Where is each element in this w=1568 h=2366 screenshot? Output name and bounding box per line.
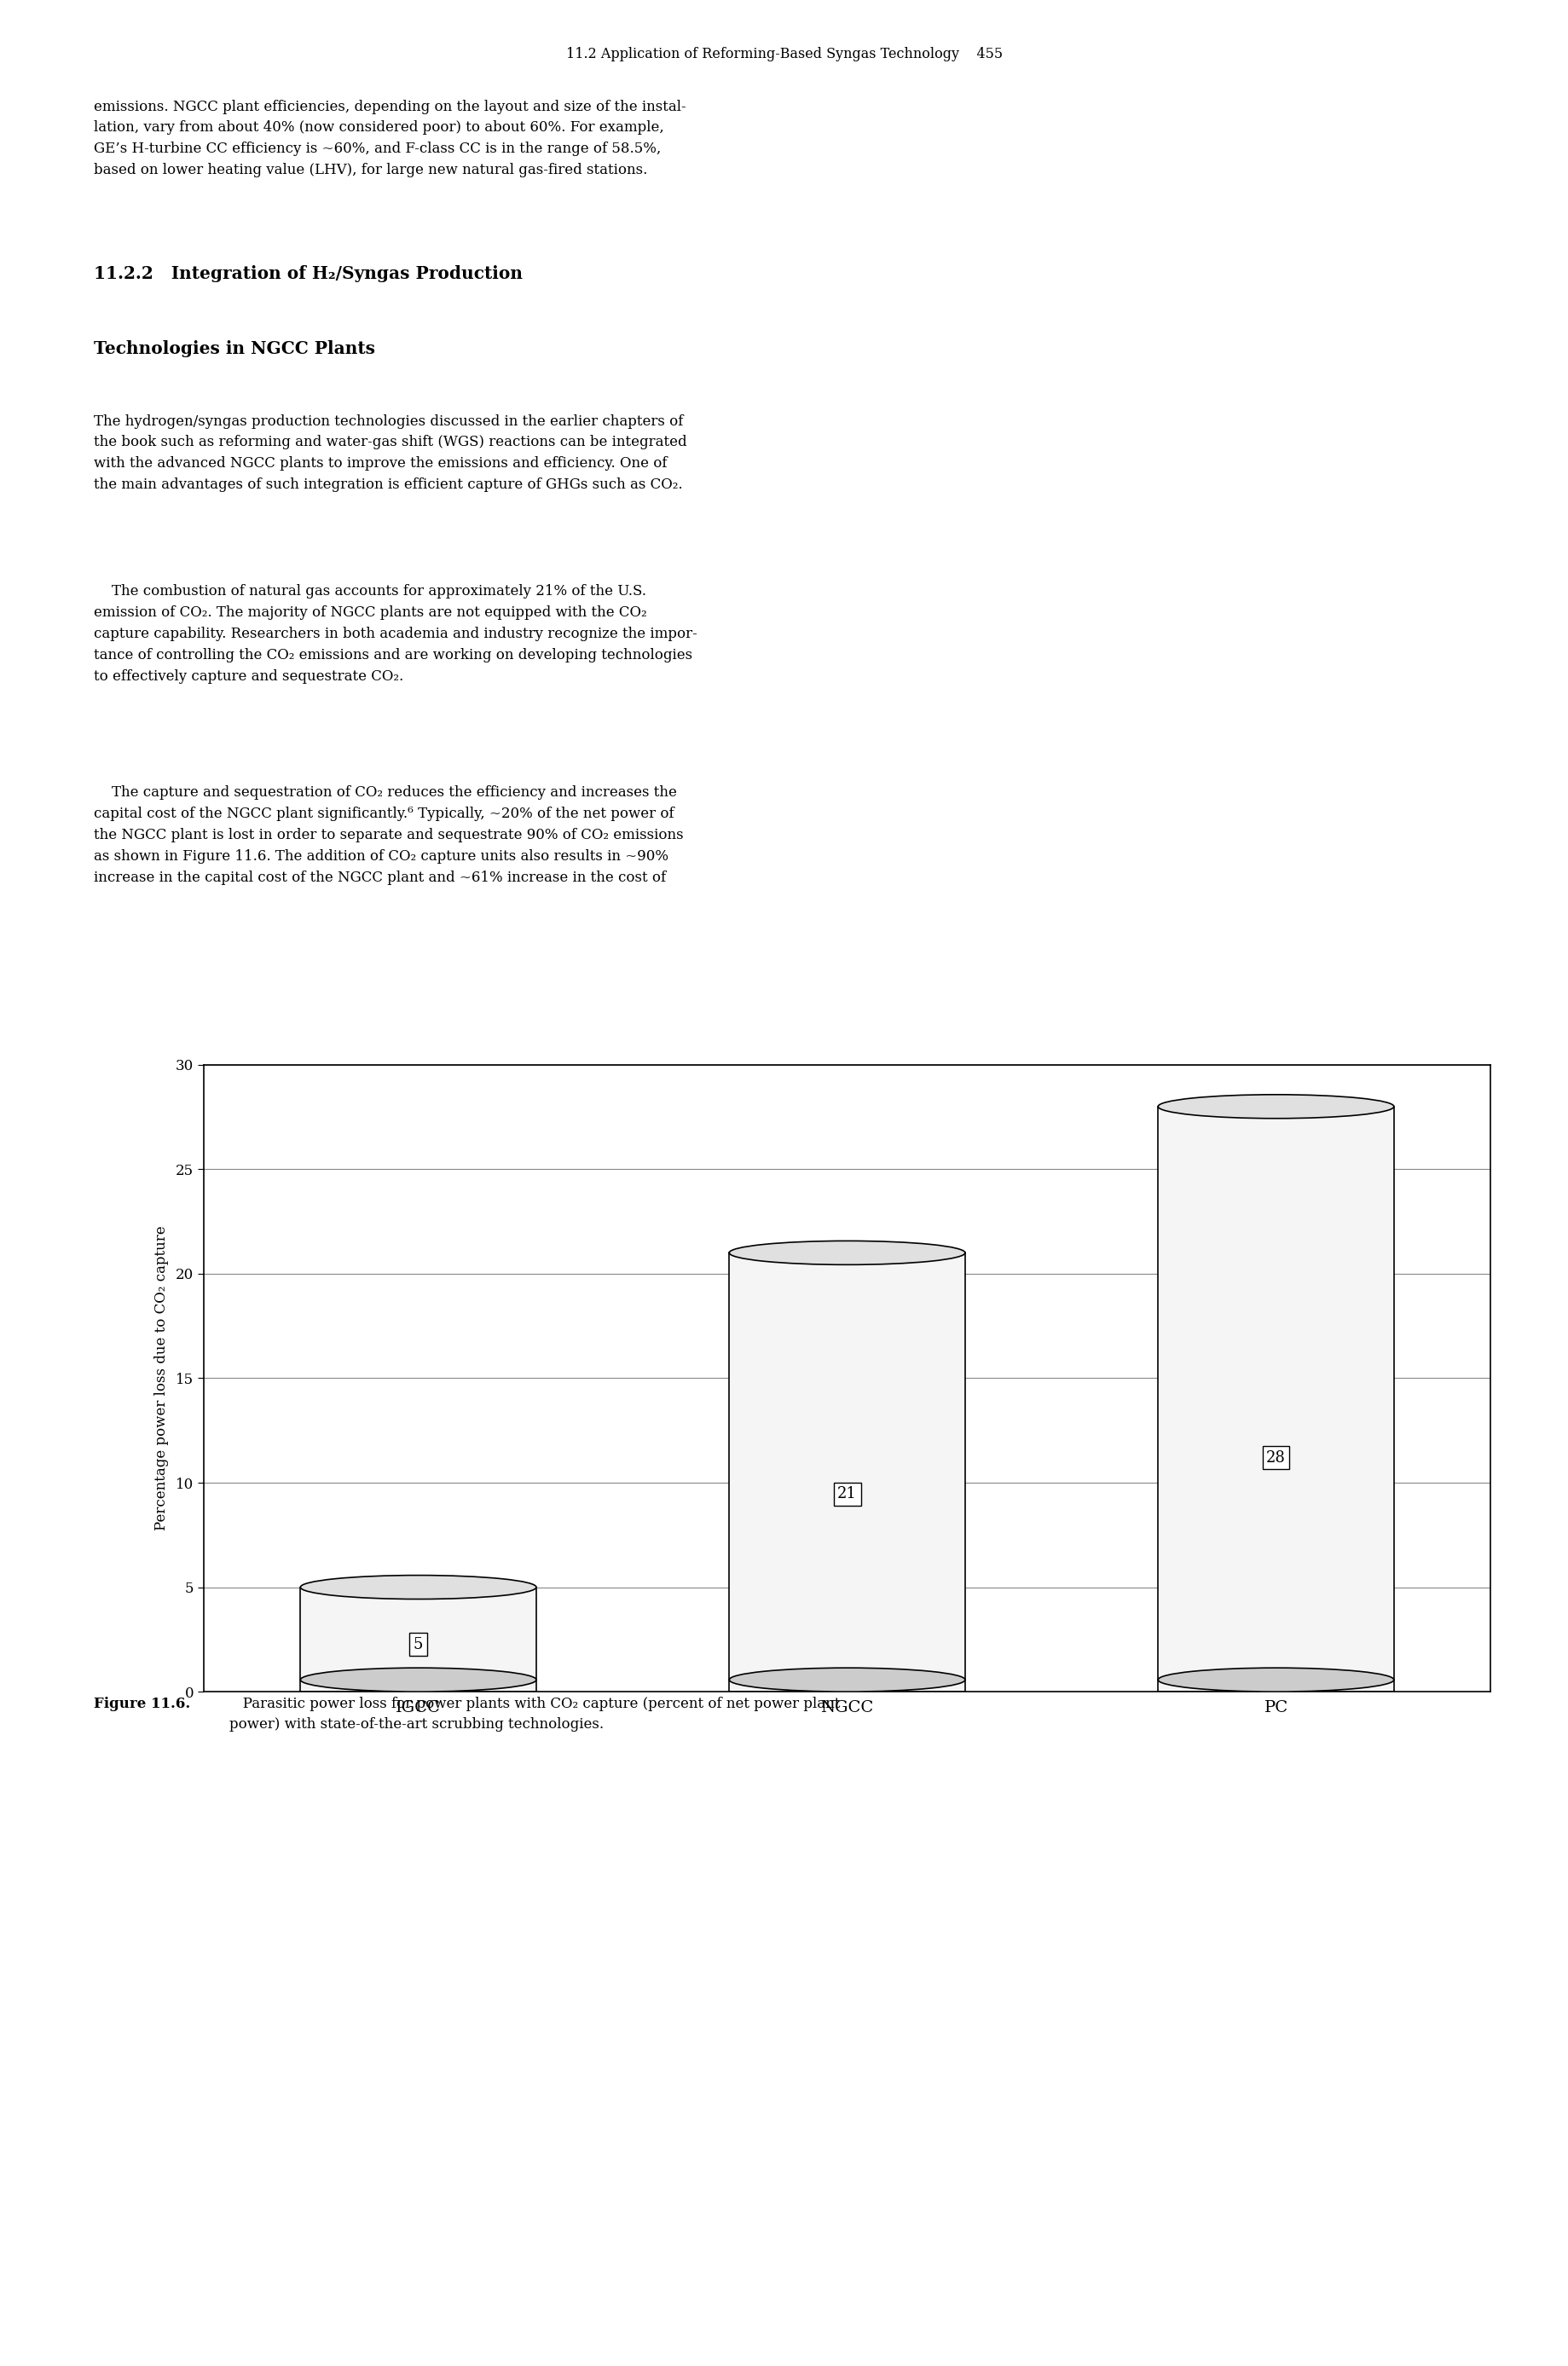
Text: Figure 11.6.: Figure 11.6. bbox=[94, 1696, 191, 1711]
Bar bbox=[1157, 1107, 1394, 1692]
Text: The capture and sequestration of CO₂ reduces the efficiency and increases the
ca: The capture and sequestration of CO₂ red… bbox=[94, 786, 684, 885]
Text: The combustion of natural gas accounts for approximately 21% of the U.S.
emissio: The combustion of natural gas accounts f… bbox=[94, 584, 698, 684]
Text: 11.2 Application of Reforming-Based Syngas Technology    455: 11.2 Application of Reforming-Based Syng… bbox=[566, 47, 1002, 62]
Text: Technologies in NGCC Plants: Technologies in NGCC Plants bbox=[94, 341, 375, 357]
Ellipse shape bbox=[729, 1668, 964, 1692]
Text: The hydrogen/syngas production technologies discussed in the earlier chapters of: The hydrogen/syngas production technolog… bbox=[94, 414, 687, 492]
Text: 11.2.2   Integration of H₂/Syngas Production: 11.2.2 Integration of H₂/Syngas Producti… bbox=[94, 265, 522, 282]
Text: 5: 5 bbox=[414, 1637, 423, 1651]
Text: emissions. NGCC plant efficiencies, depending on the layout and size of the inst: emissions. NGCC plant efficiencies, depe… bbox=[94, 99, 687, 177]
Ellipse shape bbox=[1157, 1095, 1394, 1119]
Text: 21: 21 bbox=[837, 1486, 856, 1502]
Bar bbox=[301, 1588, 536, 1692]
Ellipse shape bbox=[301, 1576, 536, 1599]
Text: Parasitic power loss for power plants with CO₂ capture (percent of net power pla: Parasitic power loss for power plants wi… bbox=[229, 1696, 840, 1732]
Ellipse shape bbox=[729, 1240, 964, 1266]
Text: 28: 28 bbox=[1265, 1450, 1286, 1465]
Bar bbox=[729, 1254, 964, 1692]
Y-axis label: Percentage power loss due to CO₂ capture: Percentage power loss due to CO₂ capture bbox=[154, 1226, 169, 1531]
Ellipse shape bbox=[1157, 1668, 1394, 1692]
Ellipse shape bbox=[301, 1668, 536, 1692]
